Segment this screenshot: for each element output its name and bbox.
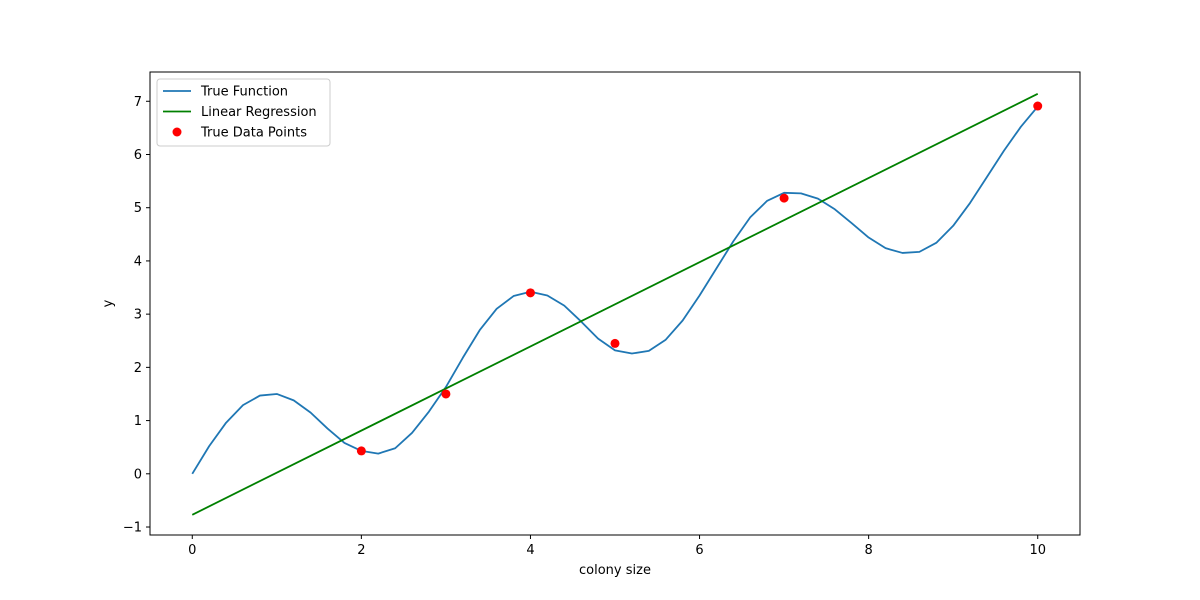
scatter-point	[525, 288, 535, 298]
legend: True Function Linear Regression True Data …	[156, 78, 331, 147]
x-tick-label: 4	[526, 543, 534, 558]
series-line-1	[191, 93, 1039, 516]
scatter-point	[356, 446, 366, 456]
x-tick-label: 2	[357, 543, 365, 558]
x-tick-label: 10	[1029, 543, 1046, 558]
y-tick-label: 6	[134, 148, 142, 163]
legend-label: True Data Points	[200, 126, 307, 141]
axes-layer: 0 2 4 6 8 10 −1 0 1 2 3 4 5 6 7	[123, 71, 1081, 558]
scatter-point	[1033, 101, 1043, 111]
scatter-point	[610, 338, 620, 348]
scatter-point	[779, 193, 789, 203]
series-line-0	[191, 106, 1039, 475]
y-tick-label: 4	[134, 254, 142, 269]
x-tick-label: 6	[695, 543, 703, 558]
x-axis-label: colony size	[579, 563, 651, 578]
legend-label: Linear Regression	[201, 105, 317, 120]
y-tick-label: 0	[134, 467, 142, 482]
y-tick-label: 7	[134, 95, 142, 110]
y-tick-label: 2	[134, 361, 142, 376]
plot-layer	[191, 93, 1043, 516]
x-tick-label: 0	[188, 543, 196, 558]
axes-frame	[149, 71, 1081, 536]
legend-marker-swatch	[172, 127, 182, 137]
y-tick-label: −1	[123, 521, 142, 536]
scatter-point	[441, 389, 451, 399]
x-tick-label: 8	[864, 543, 872, 558]
y-tick-label: 5	[134, 201, 142, 216]
y-tick-label: 1	[134, 414, 142, 429]
y-axis-label: y	[101, 299, 116, 307]
legend-box	[156, 78, 331, 147]
legend-label: True Function	[200, 85, 288, 100]
y-tick-label: 3	[134, 308, 142, 323]
